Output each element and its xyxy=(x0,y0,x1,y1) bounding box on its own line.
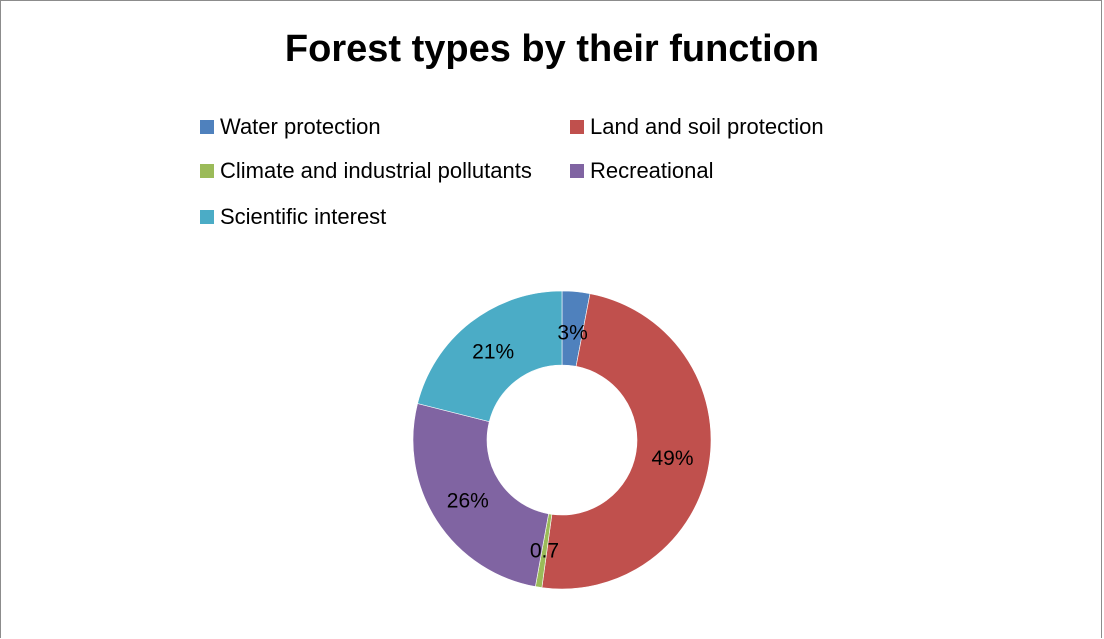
doughnut-data-labels: 3% 49% 0.7 26% 21% xyxy=(447,322,694,563)
data-label-climate-and-industrial-pollutants: 0.7 xyxy=(530,540,559,563)
legend-label: Land and soil protection xyxy=(590,114,824,139)
legend-swatch-icon xyxy=(200,210,214,224)
legend-label: Recreational xyxy=(590,158,714,183)
legend-label: Water protection xyxy=(220,114,381,139)
doughnut-slice-land-and-soil-protection xyxy=(541,293,712,590)
doughnut-slices xyxy=(412,290,712,590)
legend-swatch-icon xyxy=(570,164,584,178)
data-label-water-protection: 3% xyxy=(557,322,587,345)
data-label-scientific-interest: 21% xyxy=(472,341,514,364)
data-label-recreational: 26% xyxy=(447,490,489,513)
legend-swatch-icon xyxy=(200,120,214,134)
legend-item-scientific-interest: Scientific interest xyxy=(200,204,386,230)
data-label-land-and-soil-protection: 49% xyxy=(652,447,694,470)
legend-item-water-protection: Water protection xyxy=(200,114,381,140)
legend-swatch-icon xyxy=(570,120,584,134)
chart-title: Forest types by their function xyxy=(284,28,820,70)
legend-label: Climate and industrial pollutants xyxy=(220,158,532,183)
doughnut-slice-scientific-interest xyxy=(417,290,563,423)
legend-item-land-soil-protection: Land and soil protection xyxy=(570,114,824,140)
legend-label: Scientific interest xyxy=(220,204,387,229)
legend-item-climate-pollutants: Climate and industrial pollutants xyxy=(200,158,532,184)
doughnut-slice-recreational xyxy=(412,403,549,587)
legend-swatch-icon xyxy=(200,164,214,178)
legend-item-recreational: Recreational xyxy=(570,158,714,184)
